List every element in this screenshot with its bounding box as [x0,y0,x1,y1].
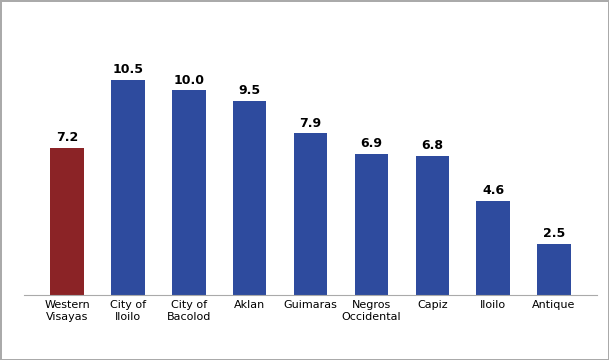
Bar [51,148,84,295]
Bar [172,90,206,295]
Bar [415,156,449,295]
Text: 7.2: 7.2 [56,131,78,144]
Bar [111,80,145,295]
Bar [476,201,510,295]
Text: 7.9: 7.9 [300,117,322,130]
Text: 6.9: 6.9 [361,137,382,150]
Bar [354,154,388,295]
Bar [294,133,327,295]
Text: 10.5: 10.5 [113,63,144,76]
Bar [537,244,571,295]
Text: 6.8: 6.8 [421,139,443,152]
Text: 2.5: 2.5 [543,227,565,240]
Text: 4.6: 4.6 [482,184,504,197]
Bar [233,100,267,295]
Text: 9.5: 9.5 [239,84,261,97]
Text: 10.0: 10.0 [174,73,205,87]
